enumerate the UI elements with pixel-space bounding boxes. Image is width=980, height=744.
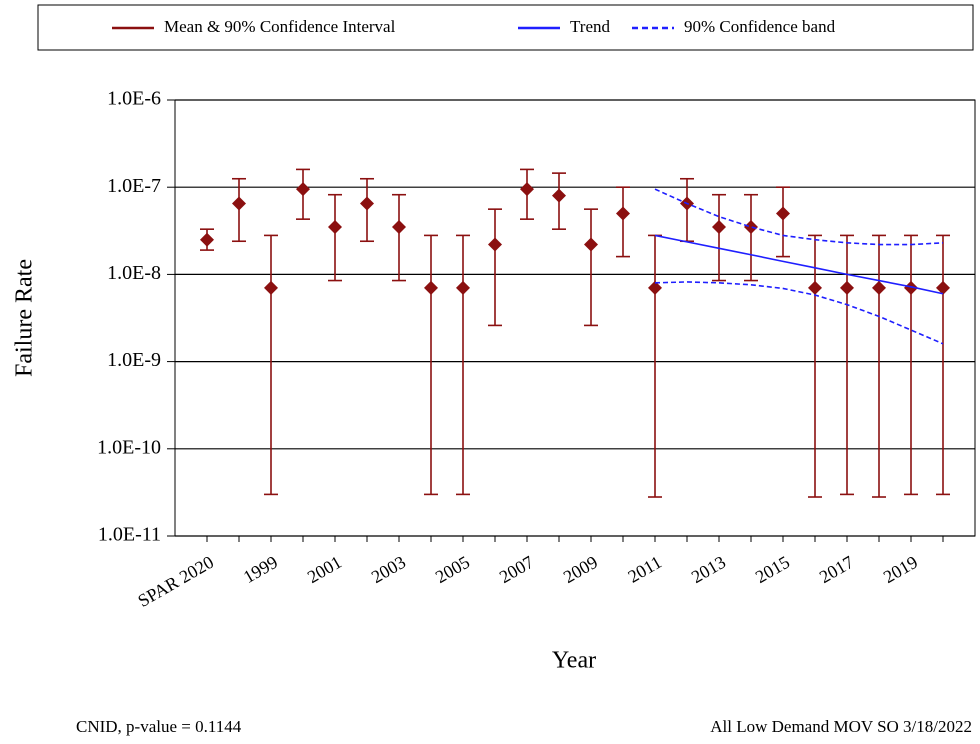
- x-tick-label: 2007: [496, 552, 537, 587]
- mean-marker: [424, 280, 438, 295]
- mean-marker: [840, 280, 854, 295]
- mean-marker: [392, 219, 406, 234]
- mean-marker: [552, 188, 566, 203]
- y-axis-title: Failure Rate: [12, 259, 38, 377]
- footer-right: All Low Demand MOV SO 3/18/2022: [710, 717, 972, 736]
- mean-marker: [808, 280, 822, 295]
- mean-marker: [904, 280, 918, 295]
- mean-marker: [712, 219, 726, 234]
- x-axis-title: Year: [552, 648, 596, 674]
- x-tick-label: 2017: [816, 552, 857, 587]
- band-upper: [654, 188, 944, 246]
- mean-marker: [328, 219, 342, 234]
- mean-marker: [936, 280, 950, 295]
- mean-marker: [264, 280, 278, 295]
- legend-label: Trend: [570, 17, 610, 36]
- mean-marker: [456, 280, 470, 295]
- y-tick-label: 1.0E-7: [107, 175, 161, 197]
- legend-label: Mean & 90% Confidence Interval: [164, 17, 396, 36]
- x-tick-label: 2003: [368, 552, 409, 587]
- mean-marker: [232, 196, 246, 211]
- mean-marker: [360, 196, 374, 211]
- mean-marker: [584, 237, 598, 252]
- y-tick-label: 1.0E-11: [98, 524, 161, 546]
- x-tick-label: 2009: [560, 552, 601, 587]
- x-tick-label: 2001: [304, 552, 345, 587]
- plot-frame: [174, 99, 976, 537]
- band-lower: [654, 281, 944, 345]
- y-tick-label: 1.0E-10: [97, 436, 161, 458]
- legend-box: [37, 4, 974, 51]
- x-tick-label: 2011: [624, 552, 665, 587]
- y-tick-label: 1.0E-6: [107, 88, 161, 110]
- mean-marker: [648, 280, 662, 295]
- mean-marker: [616, 206, 630, 221]
- mean-marker: [296, 182, 310, 197]
- mean-marker: [488, 237, 502, 252]
- mean-marker: [200, 232, 214, 247]
- x-tick-label: 1999: [240, 552, 281, 587]
- x-tick-label: 2019: [880, 552, 921, 587]
- x-tick-label: 2015: [752, 552, 793, 587]
- trend-line: [654, 234, 944, 295]
- mean-marker: [520, 182, 534, 197]
- y-tick-label: 1.0E-9: [107, 349, 161, 371]
- x-tick-label: 2013: [688, 552, 729, 587]
- mean-marker: [776, 206, 790, 221]
- mean-marker: [744, 219, 758, 234]
- x-tick-label: SPAR 2020: [134, 552, 217, 611]
- mean-marker: [872, 280, 886, 295]
- legend-label: 90% Confidence band: [684, 17, 836, 36]
- x-tick-label: 2005: [432, 552, 473, 587]
- footer-left: CNID, p-value = 0.1144: [76, 717, 242, 736]
- y-tick-label: 1.0E-8: [107, 262, 161, 284]
